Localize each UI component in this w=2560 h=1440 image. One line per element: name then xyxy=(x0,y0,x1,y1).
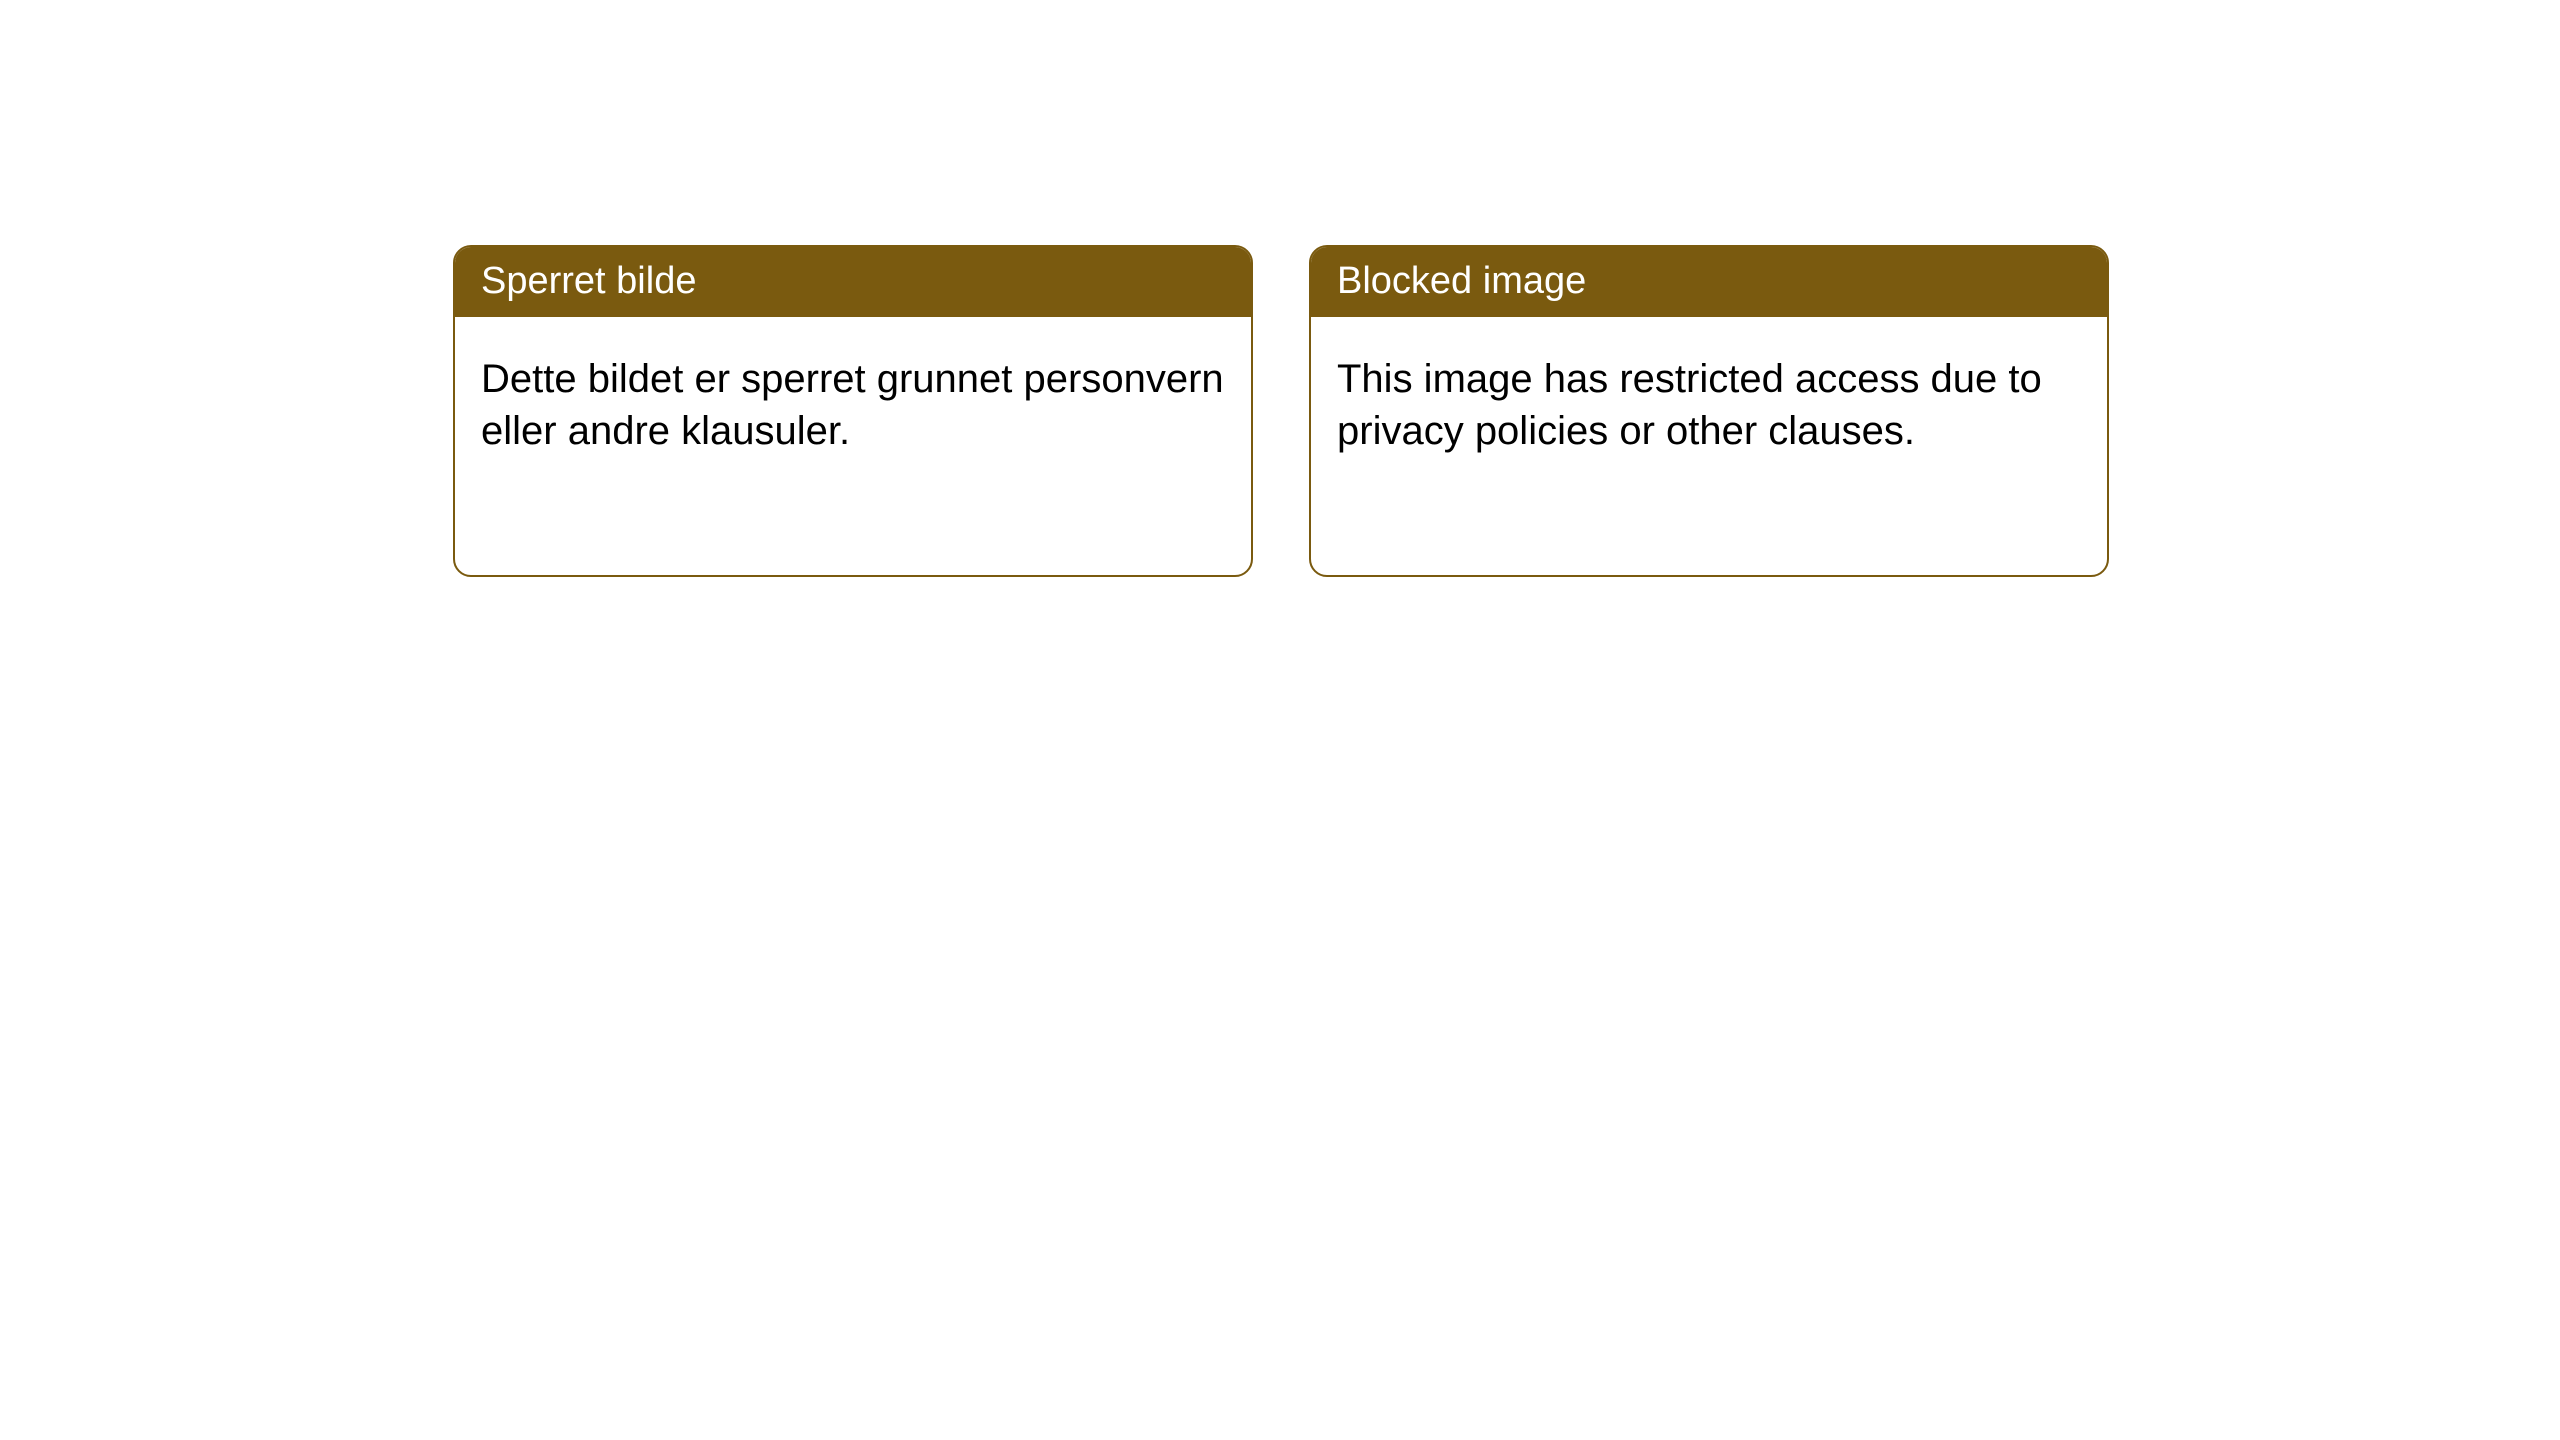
notice-body: This image has restricted access due to … xyxy=(1311,317,2107,493)
notice-body: Dette bildet er sperret grunnet personve… xyxy=(455,317,1251,493)
notice-box-english: Blocked image This image has restricted … xyxy=(1309,245,2109,577)
notices-container: Sperret bilde Dette bildet er sperret gr… xyxy=(0,0,2560,577)
notice-box-norwegian: Sperret bilde Dette bildet er sperret gr… xyxy=(453,245,1253,577)
notice-header: Blocked image xyxy=(1311,247,2107,317)
notice-header: Sperret bilde xyxy=(455,247,1251,317)
